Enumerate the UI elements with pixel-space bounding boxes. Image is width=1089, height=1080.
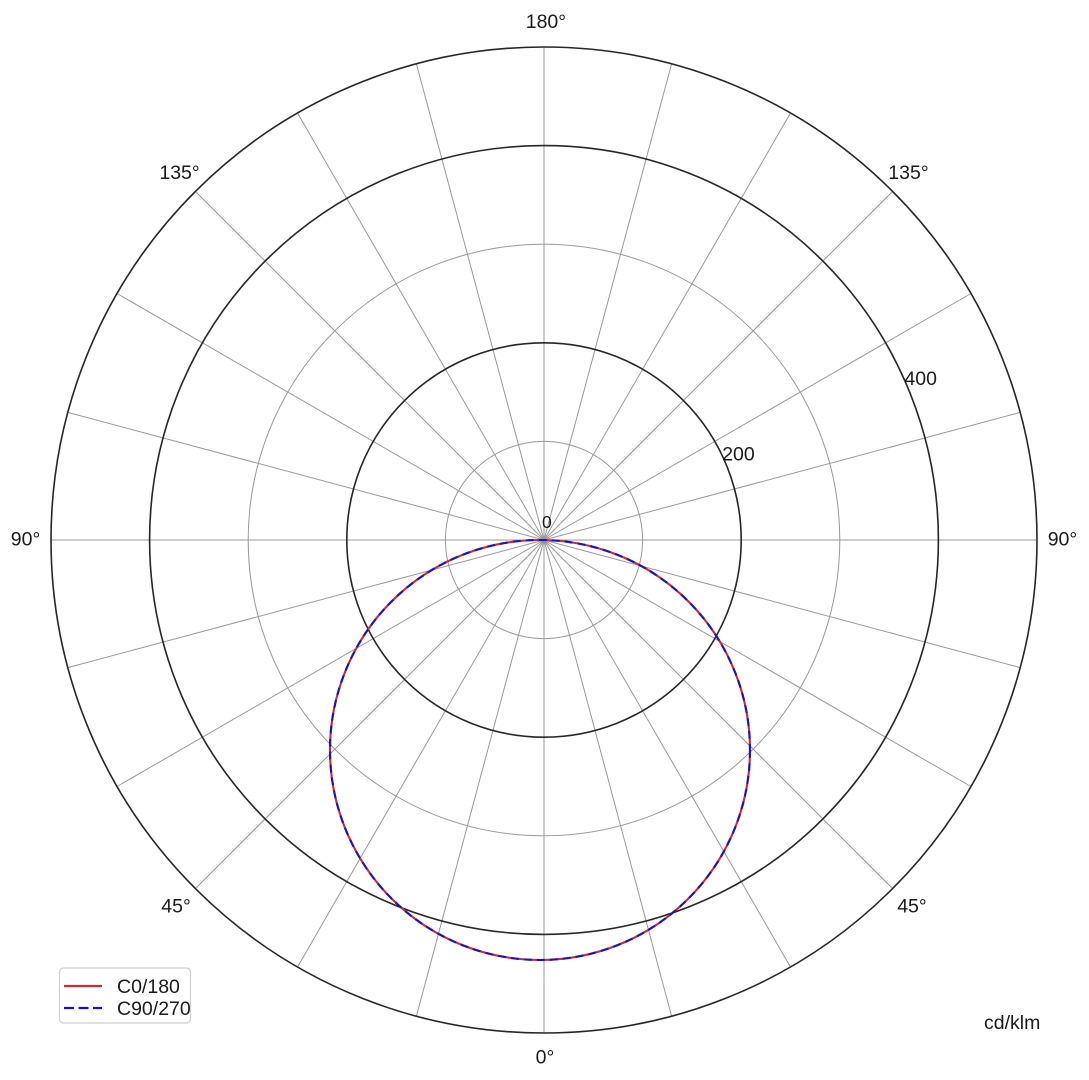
svg-text:90°: 90° <box>11 529 41 551</box>
svg-text:0: 0 <box>542 512 552 532</box>
svg-text:135°: 135° <box>159 162 199 184</box>
svg-text:45°: 45° <box>161 896 191 918</box>
svg-text:0°: 0° <box>536 1046 555 1068</box>
svg-text:C0/180: C0/180 <box>117 976 180 998</box>
svg-text:180°: 180° <box>526 11 566 33</box>
svg-text:90°: 90° <box>1048 529 1078 551</box>
svg-text:cd/klm: cd/klm <box>984 1012 1040 1034</box>
svg-text:200: 200 <box>722 444 755 466</box>
svg-text:45°: 45° <box>897 896 927 918</box>
svg-text:135°: 135° <box>888 162 928 184</box>
svg-text:400: 400 <box>904 368 937 390</box>
svg-text:C90/270: C90/270 <box>117 998 191 1020</box>
